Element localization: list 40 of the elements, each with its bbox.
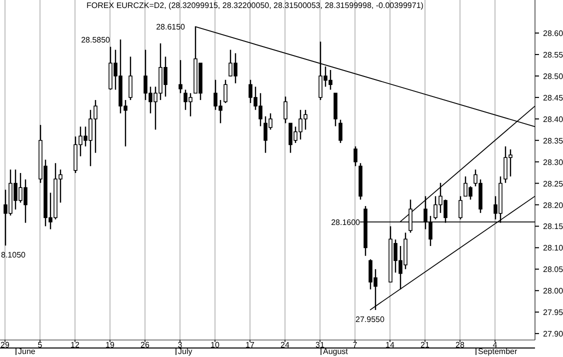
x-tick-label: 5 [38,340,43,350]
y-tick-label: 28.50 [543,72,563,81]
y-tick-label: 28.05 [543,265,563,274]
x-tick-label: 31 [316,340,325,350]
y-tick-label: 28.60 [543,29,563,38]
text: August [323,347,349,356]
y-tick-label: 28.10 [543,244,563,253]
annotation: 28.1600 [331,218,361,227]
x-tick-label: 17 [246,340,255,350]
x-tick-label: 4 [492,340,498,350]
y-tick-label: 28.55 [543,50,563,60]
text: September [478,347,518,356]
x-tick-label: 19 [106,340,115,350]
y-tick-label: 28.25 [543,179,563,188]
x-tick-label: 24 [280,340,290,350]
x-tick-label: 3 [178,340,183,350]
text: July [178,347,192,356]
y-tick-label: 27.95 [543,308,563,318]
x-tick-label: 7 [352,340,358,350]
y-tick-label: 28.35 [543,136,563,146]
annotation: 28.5850 [81,35,111,44]
x-tick-label: 14 [386,340,395,350]
y-tick-label: 28.15 [543,222,563,232]
x-tick-label: 10 [210,340,220,350]
x-tick-label: 29 [0,340,10,350]
y-tick-label: 28.40 [543,114,563,124]
annotation: 8.1050 [1,250,26,260]
x-tick-label: 21 [420,340,430,350]
y-tick-label: 28.00 [543,286,563,296]
y-tick-label: 28.30 [543,158,563,167]
x-tick-label: 28 [456,340,465,350]
y-tick-label: 28.45 [543,93,563,102]
text: June [18,347,36,356]
chart-title: FOREX EURCZK=D2, (28.32099915, 28.32200050, 28.31500053, 28.31599998, -0.00399971) [86,1,424,10]
x-tick-label: 12 [70,340,80,350]
annotation: 28.6150 [156,22,186,32]
annotation: 27.9550 [356,314,386,324]
x-tick-label: 26 [140,340,150,350]
y-tick-label: 27.90 [543,330,563,339]
y-tick-label: 28.20 [543,200,563,210]
